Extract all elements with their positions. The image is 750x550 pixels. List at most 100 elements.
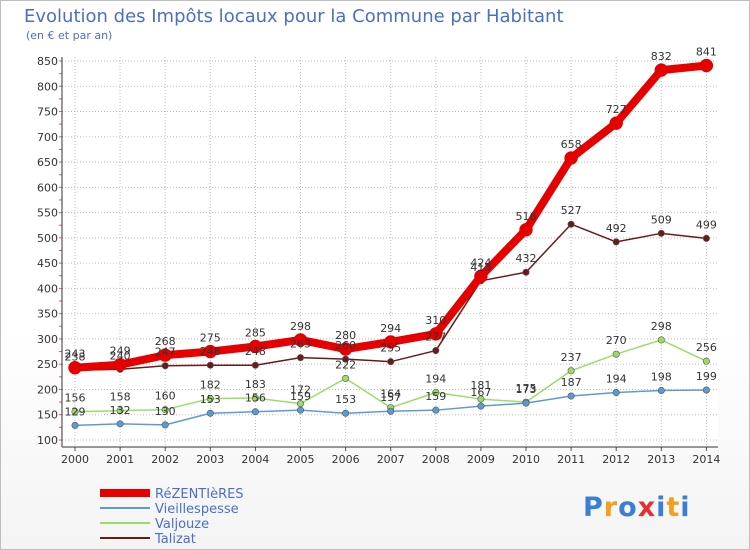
data-label: 182	[200, 379, 221, 392]
data-label: 187	[561, 376, 582, 389]
data-label: 841	[696, 46, 717, 59]
data-point	[702, 357, 710, 365]
data-point	[432, 388, 440, 396]
chart-subtitle: (en € et par an)	[26, 29, 112, 42]
data-label: 415	[470, 261, 491, 274]
x-tick-label: 2009	[467, 453, 495, 466]
data-point	[657, 336, 665, 344]
data-label: 294	[380, 322, 401, 335]
data-label: 158	[110, 391, 131, 404]
data-point	[296, 354, 304, 362]
x-tick-label: 2006	[332, 453, 360, 466]
data-point	[296, 406, 304, 414]
data-label: 156	[65, 392, 86, 405]
data-label: 432	[516, 252, 537, 265]
data-point	[699, 58, 714, 73]
data-label: 247	[155, 346, 176, 359]
x-tick-label: 2004	[241, 453, 269, 466]
data-label: 499	[696, 218, 717, 231]
data-label: 199	[696, 370, 717, 383]
data-label: 159	[425, 390, 446, 403]
series-group	[68, 58, 714, 429]
data-point	[432, 347, 440, 355]
data-label: 164	[380, 388, 401, 401]
data-label: 167	[470, 386, 491, 399]
data-label: 492	[606, 222, 627, 235]
data-point	[522, 268, 530, 276]
grid	[62, 57, 718, 447]
data-label: 237	[561, 351, 582, 364]
data-point	[477, 402, 485, 410]
data-label: 255	[380, 342, 401, 355]
y-tick-label: 500	[37, 232, 58, 245]
data-label: 248	[200, 345, 221, 358]
data-point	[71, 408, 79, 416]
x-tick-label: 2012	[602, 453, 630, 466]
legend-label: Talizat	[154, 532, 196, 547]
logo-letter: x	[637, 492, 657, 523]
logo-letter: t	[666, 492, 681, 523]
y-tick-label: 400	[37, 282, 58, 295]
x-tick-label: 2002	[151, 453, 179, 466]
proxiti-logo: Proxiti	[583, 492, 691, 523]
data-label: 256	[696, 341, 717, 354]
data-label: 153	[335, 393, 356, 406]
y-tick-label: 350	[37, 308, 58, 321]
data-point	[113, 357, 127, 372]
data-label: 260	[335, 339, 356, 352]
data-point	[383, 335, 398, 349]
data-label: 157	[380, 391, 401, 404]
y-tick-label: 850	[37, 55, 58, 68]
data-point	[158, 348, 172, 362]
y-tick-label: 300	[37, 333, 58, 346]
data-label: 194	[606, 372, 627, 385]
x-tick-label: 2005	[287, 453, 315, 466]
data-point	[702, 386, 710, 394]
x-tick-label: 2008	[422, 453, 450, 466]
data-point	[251, 394, 259, 402]
data-label: 132	[110, 404, 131, 417]
data-label: 181	[470, 379, 491, 392]
data-point	[206, 361, 214, 369]
data-point	[293, 333, 308, 347]
data-point	[203, 344, 218, 359]
data-point	[251, 361, 259, 369]
data-label: 248	[245, 345, 266, 358]
legend-label: RéZENTIèRES	[155, 487, 244, 502]
x-tick-label: 2001	[106, 453, 134, 466]
data-label: 172	[290, 384, 311, 397]
y-tick-label: 750	[37, 106, 58, 119]
data-label: 527	[561, 204, 582, 217]
data-label: 727	[606, 103, 627, 116]
legend-label: Vieillespesse	[155, 502, 239, 517]
data-label: 298	[651, 320, 672, 333]
data-point	[251, 408, 259, 416]
data-point	[657, 386, 665, 394]
data-label: 280	[335, 329, 356, 342]
chart-title: Evolution des Impôts locaux pour la Comm…	[24, 6, 564, 27]
data-label: 222	[335, 358, 356, 371]
x-tick-label: 2010	[512, 453, 540, 466]
x-tick-label: 2003	[196, 453, 224, 466]
y-tick-label: 100	[37, 434, 58, 447]
plot-area	[62, 57, 718, 447]
x-tick-label: 2011	[557, 453, 585, 466]
y-tick-label: 550	[37, 207, 58, 220]
data-label: 268	[155, 335, 176, 348]
data-label: 198	[651, 370, 672, 383]
data-point	[702, 234, 710, 242]
data-point	[567, 392, 575, 400]
data-label: 285	[245, 327, 266, 340]
data-label: 832	[651, 50, 672, 63]
x-tick-label: 2013	[647, 453, 675, 466]
data-label: 277	[425, 331, 446, 344]
x-tick-label: 2014	[692, 453, 720, 466]
data-point	[657, 229, 665, 237]
data-point	[567, 220, 575, 228]
data-point	[206, 409, 214, 417]
logo-letter: P	[583, 492, 604, 523]
data-point	[116, 420, 124, 428]
data-label: 263	[290, 338, 311, 351]
data-label: 173	[516, 383, 537, 396]
data-point	[116, 407, 124, 415]
